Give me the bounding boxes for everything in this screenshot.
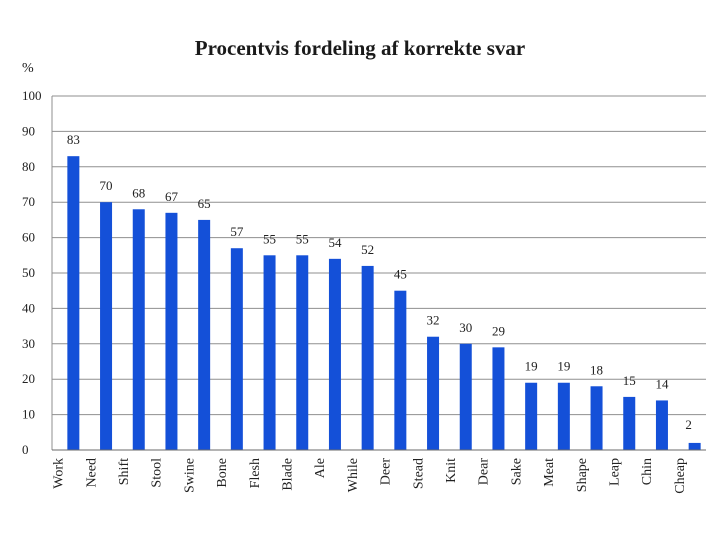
- value-label: 55: [263, 231, 276, 246]
- bar-work: [67, 156, 80, 450]
- value-label: 55: [296, 231, 309, 246]
- value-label: 65: [198, 196, 211, 211]
- x-tick-label: Shift: [117, 458, 132, 485]
- bar-while: [361, 265, 374, 450]
- x-tick-label: Swine: [182, 458, 197, 493]
- y-tick-label: 50: [22, 265, 35, 280]
- x-tick-label: Leap: [607, 458, 622, 486]
- y-tick-label: 70: [22, 194, 35, 209]
- y-tick-label: 10: [22, 407, 35, 422]
- bar-dear: [492, 347, 505, 450]
- chart-title: Procentvis fordeling af korrekte svar: [194, 36, 526, 60]
- bar-swine: [198, 219, 211, 450]
- x-tick-label: Knit: [444, 458, 459, 483]
- y-tick-label: 60: [22, 230, 35, 245]
- x-tick-label: Cheap: [673, 458, 688, 494]
- value-label: 30: [459, 320, 472, 335]
- x-tick-label: Bone: [215, 458, 230, 488]
- y-tick-label: 90: [22, 123, 35, 138]
- value-label: 67: [165, 189, 179, 204]
- value-label: 70: [100, 178, 113, 193]
- value-label: 19: [557, 359, 570, 374]
- bar-leap: [623, 396, 636, 450]
- value-label: 19: [525, 359, 538, 374]
- value-label: 2: [685, 417, 692, 432]
- bar-stead: [427, 336, 440, 450]
- value-label: 14: [655, 376, 669, 391]
- value-label: 83: [67, 132, 80, 147]
- bar-shape: [590, 386, 603, 450]
- value-label: 52: [361, 242, 374, 257]
- bar-blade: [296, 255, 309, 450]
- x-tick-label: While: [346, 458, 361, 492]
- x-tick-label: Meat: [542, 458, 557, 487]
- value-label: 45: [394, 267, 407, 282]
- y-tick-label: 40: [22, 300, 35, 315]
- x-tick-label: Stool: [150, 458, 165, 488]
- bar-flesh: [263, 255, 276, 450]
- bar-chin: [655, 400, 668, 450]
- x-tick-label: Chin: [640, 458, 655, 485]
- x-tick-label: Ale: [313, 458, 328, 478]
- value-label: 32: [427, 313, 440, 328]
- value-label: 54: [328, 235, 342, 250]
- value-label: 57: [230, 224, 244, 239]
- bar-sake: [525, 382, 538, 450]
- bar-stool: [165, 212, 178, 450]
- x-tick-label: Deer: [379, 458, 394, 486]
- bar-cheap: [688, 442, 701, 450]
- y-tick-label: 80: [22, 159, 35, 174]
- bar-shift: [132, 209, 145, 450]
- bar-meat: [557, 382, 570, 450]
- y-axis-label: %: [22, 61, 34, 76]
- x-tick-label: Shape: [575, 458, 590, 492]
- bar-need: [100, 202, 113, 450]
- y-tick-label: 0: [22, 442, 29, 457]
- x-tick-label: Stead: [411, 458, 426, 489]
- x-tick-label: Flesh: [248, 458, 263, 488]
- x-tick-label: Sake: [509, 458, 524, 485]
- x-tick-label: Work: [52, 458, 67, 489]
- y-tick-label: 30: [22, 336, 35, 351]
- y-tick-label: 20: [22, 371, 35, 386]
- bar-knit: [459, 343, 472, 450]
- x-tick-label: Need: [84, 458, 99, 488]
- x-tick-label: Blade: [280, 458, 295, 491]
- value-label: 15: [623, 373, 636, 388]
- y-tick-label: 100: [22, 88, 42, 103]
- bar-bone: [230, 248, 243, 450]
- x-tick-label: Dear: [477, 458, 492, 486]
- value-label: 18: [590, 362, 603, 377]
- value-label: 29: [492, 323, 505, 338]
- value-label: 68: [132, 185, 145, 200]
- bar-ale: [328, 258, 341, 450]
- bar-deer: [394, 290, 407, 450]
